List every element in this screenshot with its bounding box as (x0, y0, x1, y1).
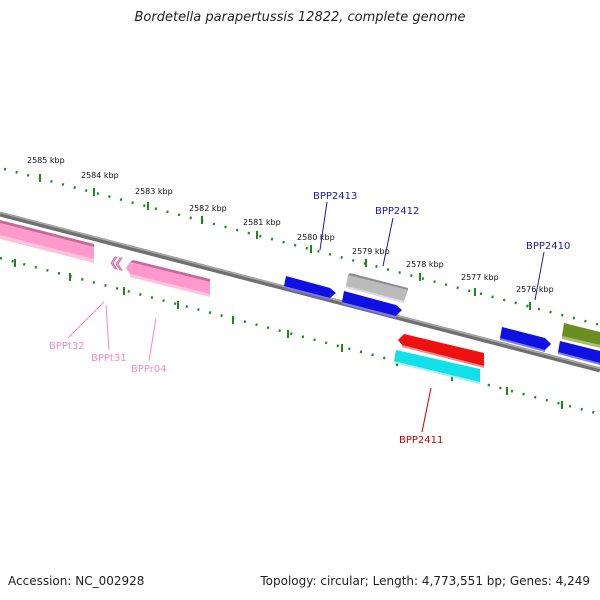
rna-feature-bppr04[interactable] (126, 260, 210, 297)
scale-label-2579: 2579 kbp (352, 247, 390, 256)
gene-bpp2410[interactable] (500, 327, 551, 352)
gene-bpp2413[interactable] (284, 276, 336, 300)
label-bppr04: BPPr04 (131, 364, 167, 375)
scale-label-2583: 2583 kbp (135, 187, 173, 196)
gene-blue-edge[interactable] (558, 341, 600, 366)
scale-label-2584: 2584 kbp (81, 171, 119, 180)
outer-ruler-major-ticks (39, 174, 531, 310)
scale-label-2577: 2577 kbp (461, 273, 499, 282)
label-bpp2411: BPP2411 (399, 435, 443, 446)
inner-ruler-major-ticks (14, 259, 563, 409)
gene-bpp2412[interactable] (346, 273, 408, 303)
label-bppt32: BPPt32 (49, 341, 85, 352)
gene-labels: BPP2413 BPP2412 BPP2410 BPP2411 BPPt32 B… (49, 191, 570, 446)
map-title: Bordetella parapertussis 12822, complete… (134, 10, 466, 25)
rna-feature-bppt32[interactable] (0, 219, 94, 263)
label-connectors (67, 201, 545, 433)
label-bpp2413: BPP2413 (313, 191, 357, 202)
accession-label: Accession: NC_002928 (8, 574, 145, 588)
label-bppt31: BPPt31 (91, 353, 127, 364)
gene-cyan[interactable] (394, 350, 480, 384)
genome-summary: Topology: circular; Length: 4,773,551 bp… (260, 574, 590, 588)
gene-bpp2411[interactable] (398, 334, 484, 368)
rna-feature-bppt31[interactable] (110, 256, 123, 271)
scale-label-2581: 2581 kbp (243, 218, 281, 227)
label-bpp2410: BPP2410 (526, 241, 570, 252)
gene-blue-minor[interactable] (342, 291, 402, 318)
scale-label-2578: 2578 kbp (406, 260, 444, 269)
gene-olive[interactable] (562, 323, 600, 349)
scale-label-2582: 2582 kbp (189, 204, 227, 213)
label-bpp2412: BPP2412 (375, 206, 419, 217)
scale-labels: 2585 kbp 2584 kbp 2583 kbp 2582 kbp 2581… (27, 156, 554, 294)
scale-label-2580: 2580 kbp (297, 233, 335, 242)
scale-label-2576: 2576 kbp (516, 285, 554, 294)
inner-ruler-track (0, 256, 600, 416)
scale-label-2585: 2585 kbp (27, 156, 65, 165)
